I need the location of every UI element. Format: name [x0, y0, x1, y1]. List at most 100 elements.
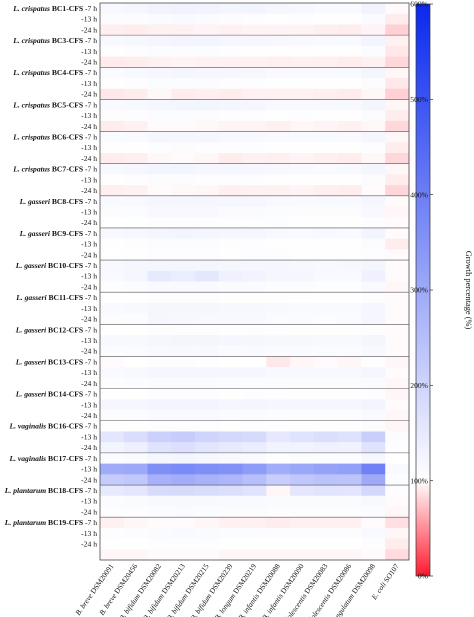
- colorbar-tick-label: 400%: [410, 190, 428, 199]
- heatmap-cell: [337, 206, 362, 218]
- heatmap-cell: [290, 506, 315, 518]
- heatmap-cell: [218, 249, 243, 261]
- heatmap-cell: [171, 142, 196, 154]
- heatmap-cell: [313, 485, 338, 497]
- heatmap-cell: [337, 238, 362, 250]
- heatmap-cell: [195, 142, 220, 154]
- heatmap-cell: [123, 292, 148, 304]
- heatmap-cell: [266, 335, 291, 347]
- heatmap-cell: [218, 463, 243, 475]
- heatmap-cell: [195, 88, 220, 100]
- heatmap-cell: [266, 88, 291, 100]
- heatmap-cell: [361, 549, 386, 561]
- heatmap-cell: [290, 270, 315, 282]
- row-label: L. vaginalis BC17-CFS -7 h: [8, 454, 97, 463]
- heatmap-cell: [218, 185, 243, 197]
- heatmap-cell: [385, 185, 410, 197]
- heatmap-cell: [313, 388, 338, 400]
- heatmap-cell: [123, 420, 148, 432]
- heatmap-cell: [147, 152, 172, 164]
- heatmap-cell: [242, 249, 267, 261]
- heatmap-cell: [313, 335, 338, 347]
- heatmap-cell: [242, 485, 267, 497]
- heatmap-cell: [361, 281, 386, 293]
- heatmap-cell: [385, 142, 410, 154]
- heatmap-cell: [337, 67, 362, 79]
- heatmap-cell: [171, 206, 196, 218]
- heatmap-cell: [266, 35, 291, 47]
- heatmap-cell: [242, 174, 267, 186]
- heatmap-cell: [195, 56, 220, 68]
- heatmap-cell: [337, 302, 362, 314]
- heatmap-cell: [313, 35, 338, 47]
- heatmap-cell: [313, 249, 338, 261]
- heatmap-cell: [361, 35, 386, 47]
- heatmap-cell: [361, 227, 386, 239]
- heatmap-cell: [361, 431, 386, 443]
- heatmap-cell: [171, 195, 196, 207]
- heatmap-cell: [242, 463, 267, 475]
- row-label: -13 h: [81, 240, 97, 249]
- heatmap-cell: [147, 195, 172, 207]
- heatmap-cell: [337, 88, 362, 100]
- heatmap-cell: [337, 195, 362, 207]
- heatmap-cell: [266, 463, 291, 475]
- heatmap-cell: [147, 45, 172, 57]
- heatmap-cell: [218, 110, 243, 122]
- heatmap-cell: [195, 399, 220, 411]
- heatmap-cell: [361, 99, 386, 111]
- row-label: -24 h: [81, 25, 97, 34]
- heatmap-cell: [242, 110, 267, 122]
- heatmap-cell: [242, 3, 267, 15]
- heatmap-cell: [266, 77, 291, 89]
- heatmap-cell: [242, 410, 267, 422]
- heatmap-cell: [313, 442, 338, 454]
- heatmap-cell: [290, 185, 315, 197]
- heatmap-cell: [147, 474, 172, 486]
- heatmap-cell: [100, 292, 125, 304]
- heatmap-cell: [195, 485, 220, 497]
- heatmap-cell: [290, 120, 315, 132]
- heatmap-cell: [171, 174, 196, 186]
- row-label: L. crispatus BC7-CFS -7 h: [12, 165, 97, 174]
- heatmap-cell: [171, 431, 196, 443]
- heatmap-cell: [361, 163, 386, 175]
- heatmap-cell: [266, 538, 291, 550]
- heatmap-cell: [361, 174, 386, 186]
- row-label: -13 h: [81, 529, 97, 538]
- row-label: -24 h: [81, 218, 97, 227]
- heatmap-cell: [266, 485, 291, 497]
- heatmap-cell: [218, 24, 243, 36]
- heatmap-cell: [361, 527, 386, 539]
- heatmap-cell: [171, 13, 196, 25]
- heatmap-cell: [171, 517, 196, 529]
- heatmap-cell: [361, 420, 386, 432]
- heatmap-cell: [195, 260, 220, 272]
- heatmap-cell: [100, 517, 125, 529]
- heatmap-cell: [218, 527, 243, 539]
- heatmap-cell: [290, 174, 315, 186]
- heatmap-cell: [123, 131, 148, 143]
- heatmap-cell: [266, 506, 291, 518]
- heatmap-cell: [242, 388, 267, 400]
- heatmap-cell: [290, 335, 315, 347]
- heatmap-cell: [123, 227, 148, 239]
- heatmap-cell: [290, 442, 315, 454]
- heatmap-cell: [385, 302, 410, 314]
- heatmap-cell: [290, 99, 315, 111]
- row-label: -13 h: [81, 400, 97, 409]
- heatmap-cell: [171, 110, 196, 122]
- heatmap-cell: [123, 549, 148, 561]
- heatmap-cell: [266, 56, 291, 68]
- heatmap-cell: [361, 152, 386, 164]
- heatmap-cell: [218, 195, 243, 207]
- heatmap-cell: [313, 463, 338, 475]
- heatmap-cell: [195, 163, 220, 175]
- row-label: L. gasseri BC11-CFS -7 h: [15, 293, 97, 302]
- heatmap-cell: [123, 302, 148, 314]
- heatmap-cell: [218, 35, 243, 47]
- heatmap-cell: [100, 302, 125, 314]
- heatmap-cell: [313, 217, 338, 229]
- heatmap-cell: [266, 281, 291, 293]
- heatmap-cell: [385, 206, 410, 218]
